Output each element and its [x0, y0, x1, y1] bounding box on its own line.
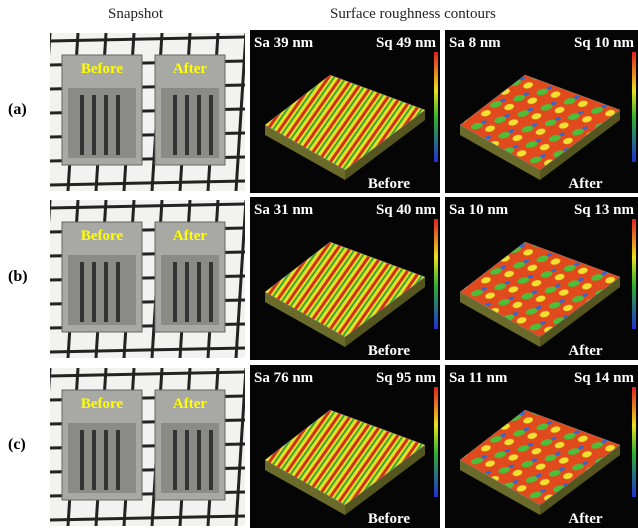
slot [116, 262, 120, 322]
slot [104, 430, 108, 490]
slot [104, 95, 108, 155]
photo: Before After [50, 33, 245, 191]
slot [80, 95, 84, 155]
photo: Before After [50, 368, 245, 526]
photo: Before After [50, 200, 245, 358]
color-scale [632, 387, 636, 497]
slot [92, 95, 96, 155]
slot [173, 95, 177, 155]
state-label: Before [368, 343, 411, 359]
slot [173, 262, 177, 322]
sa-label: Sa 39 nm [254, 35, 314, 51]
state-label: Before [368, 511, 411, 527]
row-label: (c) [8, 436, 26, 454]
color-scale [434, 219, 438, 329]
color-scale [434, 52, 438, 162]
state-label: After [568, 343, 602, 359]
sq-label: Sq 49 nm [376, 35, 437, 51]
sq-label: Sq 95 nm [376, 370, 437, 386]
sa-label: Sa 10 nm [449, 202, 509, 218]
slot [80, 430, 84, 490]
state-label: After [568, 511, 602, 527]
sa-label: Sa 31 nm [254, 202, 314, 218]
sa-label: Sa 76 nm [254, 370, 314, 386]
contour-panel: Sa 31 nm Sq 40 nm Before [250, 197, 440, 360]
color-scale [632, 219, 636, 329]
sq-label: Sq 13 nm [574, 202, 635, 218]
header: Surface roughness contours [330, 6, 496, 23]
photo-label: After [173, 61, 207, 77]
slot [209, 95, 213, 155]
sa-label: Sa 11 nm [449, 370, 508, 386]
block-face [68, 88, 136, 158]
slot [116, 430, 120, 490]
sq-label: Sq 10 nm [574, 35, 635, 51]
slot [185, 95, 189, 155]
state-label: After [568, 176, 602, 192]
row-label: (a) [8, 101, 27, 119]
slot [104, 262, 108, 322]
slot [92, 262, 96, 322]
slot [80, 262, 84, 322]
figure: Snapshot Surface roughness contours (a) B… [0, 0, 638, 528]
slot [209, 430, 213, 490]
sq-label: Sq 40 nm [376, 202, 437, 218]
state-label: Before [368, 176, 411, 192]
slot [197, 262, 201, 322]
slot [116, 95, 120, 155]
slot [197, 95, 201, 155]
slot [209, 262, 213, 322]
photo-label: Before [81, 228, 124, 244]
block-face [68, 255, 136, 325]
slot [92, 430, 96, 490]
sq-label: Sq 14 nm [574, 370, 635, 386]
photo-label: Before [81, 61, 124, 77]
block-face [68, 423, 136, 493]
contour-panel: Sa 39 nm Sq 49 nm Before [250, 30, 440, 193]
color-scale [632, 52, 636, 162]
sa-label: Sa 8 nm [449, 35, 501, 51]
photo-label: After [173, 396, 207, 412]
contour-panel: Sa 8 nm Sq 10 nm After [445, 30, 638, 193]
slot [185, 262, 189, 322]
photo-label: Before [81, 396, 124, 412]
slot [173, 430, 177, 490]
photo-label: After [173, 228, 207, 244]
color-scale [434, 387, 438, 497]
slot [197, 430, 201, 490]
contour-panel: Sa 11 nm Sq 14 nm After [445, 365, 638, 528]
row-label: (b) [8, 268, 28, 286]
contour-panel: Sa 76 nm Sq 95 nm Before [250, 365, 440, 528]
header: Snapshot [108, 6, 163, 23]
slot [185, 430, 189, 490]
contour-panel: Sa 10 nm Sq 13 nm After [445, 197, 638, 360]
